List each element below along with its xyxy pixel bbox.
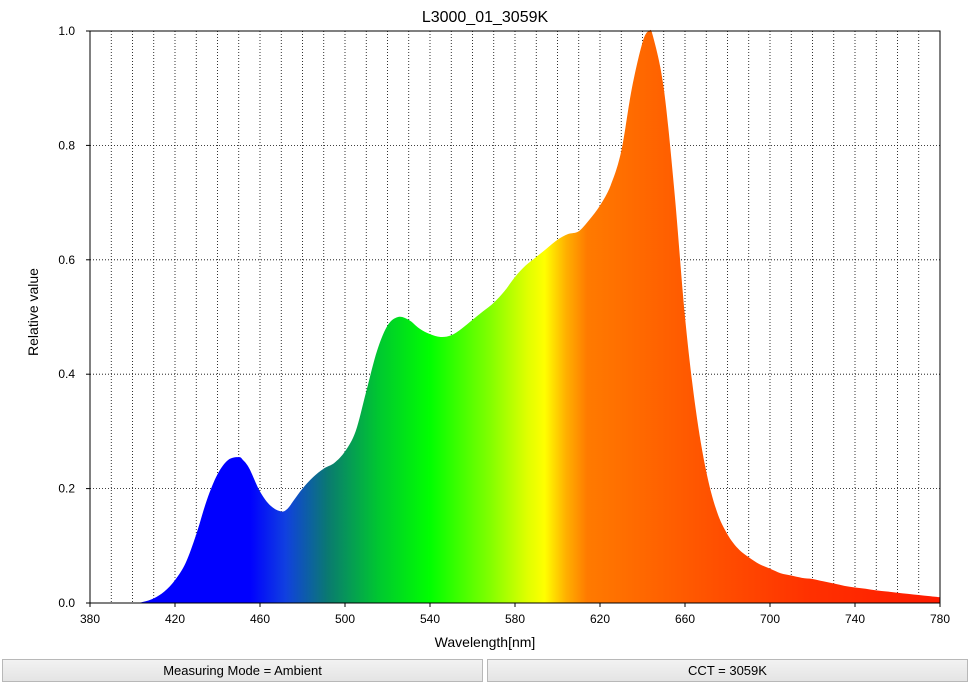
- status-bar: Measuring Mode = Ambient CCT = 3059K: [0, 658, 970, 683]
- x-tick-label: 500: [335, 612, 355, 626]
- y-tick-label: 0.0: [58, 596, 75, 610]
- y-tick-label: 0.2: [58, 482, 75, 496]
- measuring-mode-status: Measuring Mode = Ambient: [2, 659, 483, 682]
- x-tick-label: 420: [165, 612, 185, 626]
- spectrum-area: [90, 29, 940, 603]
- x-tick-label: 380: [80, 612, 100, 626]
- x-axis-title: Wavelength[nm]: [435, 634, 536, 650]
- x-tick-label: 460: [250, 612, 270, 626]
- x-tick-label: 700: [760, 612, 780, 626]
- grid: [90, 31, 940, 603]
- x-tick-label: 540: [420, 612, 440, 626]
- y-axis: 0.0 0.2 0.4 0.6 0.8 1.0: [58, 24, 90, 610]
- x-tick-label: 780: [930, 612, 950, 626]
- x-tick-label: 580: [505, 612, 525, 626]
- x-tick-label: 620: [590, 612, 610, 626]
- x-tick-label: 660: [675, 612, 695, 626]
- y-axis-title: Relative value: [25, 268, 41, 356]
- y-tick-label: 0.6: [58, 253, 75, 267]
- chart-title: L3000_01_3059K: [422, 9, 549, 26]
- spectrum-chart: 380 420 460 500 540 580 620 660 700 740 780 0.0 0.2…: [25, 9, 950, 650]
- cct-status: CCT = 3059K: [487, 659, 968, 682]
- y-tick-label: 0.4: [58, 367, 75, 381]
- y-tick-label: 1.0: [58, 24, 75, 38]
- x-axis: 380 420 460 500 540 580 620 660 700 740 780: [80, 603, 950, 626]
- x-tick-label: 740: [845, 612, 865, 626]
- y-tick-label: 0.8: [58, 138, 75, 152]
